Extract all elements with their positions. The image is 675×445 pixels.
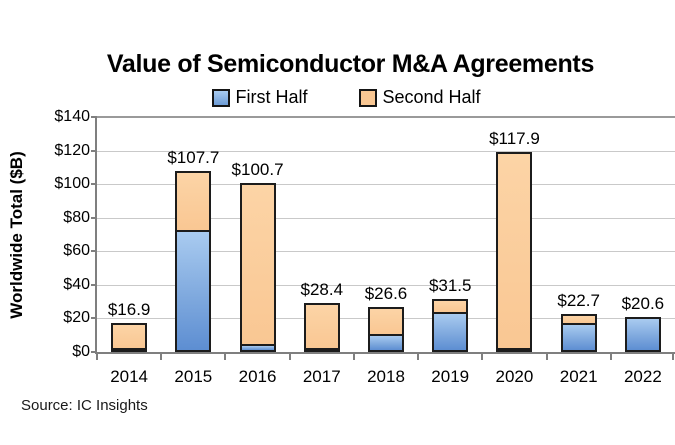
bar-total-label-2014: $16.9 [107, 299, 151, 319]
x-tick-label-2017: 2017 [302, 367, 341, 386]
x-tick-label-2018: 2018 [367, 367, 405, 386]
bar-total-label-2018: $26.6 [364, 284, 408, 304]
x-tick-label-2022: 2022 [623, 367, 662, 386]
x-tick-mark [224, 354, 227, 360]
y-tick-label: $120 [54, 141, 90, 159]
bar-total-label-2020: $117.9 [489, 129, 540, 149]
y-axis-line [95, 117, 97, 352]
x-tick-mark [481, 354, 484, 360]
legend-item-second-half: Second Half [359, 87, 481, 108]
bar-total-label-2019: $31.5 [428, 276, 472, 296]
y-tick-mark [91, 283, 97, 286]
x-tick-label-2015: 2015 [174, 367, 213, 386]
bar-2016-first-half [239, 344, 276, 352]
bar-total-label-2016: $100.7 [231, 159, 284, 179]
y-tick-mark [91, 183, 97, 186]
bar-2017-first-half [303, 348, 340, 352]
gridline-40 [97, 284, 675, 286]
first-half-swatch-icon [212, 88, 231, 107]
x-tick-mark [609, 354, 612, 360]
gridline-120 [97, 150, 675, 152]
source-note: Source: IC Insights [21, 397, 148, 414]
y-tick-label: $140 [54, 108, 90, 125]
bar-2018-second-half [368, 307, 404, 334]
y-tick-label: $80 [63, 208, 90, 226]
bar-2022-first-half [624, 317, 661, 352]
y-tick-label: $100 [54, 175, 90, 193]
chart-legend: First Half Second Half [0, 87, 675, 108]
bar-total-label-2017: $28.4 [300, 279, 344, 299]
y-tick-mark [91, 317, 97, 320]
x-tick-label-2019: 2019 [431, 367, 470, 386]
bar-2017-second-half [303, 302, 340, 348]
bar-2021-first-half [560, 323, 597, 352]
x-tick-mark [288, 354, 291, 360]
x-tick-mark [545, 354, 548, 360]
legend-label-first-half: First Half [235, 87, 308, 107]
gridline-60 [97, 251, 675, 253]
bar-2019-second-half [432, 299, 469, 312]
bar-2014-second-half [111, 322, 148, 348]
bar-total-label-2021: $22.7 [557, 290, 600, 310]
bar-total-label-2015: $107.7 [167, 148, 220, 168]
x-axis-line [95, 352, 675, 354]
bar-2016-second-half [239, 182, 276, 345]
bar-2015-second-half [175, 171, 212, 231]
gridline-80 [97, 217, 675, 219]
bar-2020-second-half [496, 152, 533, 348]
x-tick-label-2014: 2014 [110, 367, 149, 386]
x-tick-label-2016: 2016 [238, 367, 277, 386]
bar-2018-first-half [368, 333, 404, 352]
second-half-swatch-icon [359, 88, 378, 107]
x-tick-mark [352, 354, 355, 360]
bar-2019-first-half [432, 311, 469, 352]
chart-title: Value of Semiconductor M&A Agreements [106, 50, 595, 78]
y-tick-label: $40 [63, 275, 90, 293]
y-tick-mark [91, 116, 97, 118]
y-tick-label: $60 [63, 242, 90, 260]
bar-total-label-2022: $20.6 [621, 294, 665, 314]
legend-label-second-half: Second Half [382, 87, 481, 107]
x-tick-label-2021: 2021 [559, 367, 598, 386]
y-tick-mark [91, 216, 97, 219]
x-tick-mark [417, 354, 420, 360]
x-tick-mark [672, 354, 674, 360]
legend-item-first-half: First Half [212, 87, 307, 108]
plot-top-border [97, 116, 675, 118]
x-tick-label-2020: 2020 [495, 367, 534, 386]
bar-2014-first-half [111, 348, 148, 352]
bar-2015-first-half [175, 230, 212, 352]
x-tick-mark [160, 354, 163, 360]
y-tick-label: $0 [72, 343, 90, 360]
y-tick-mark [91, 250, 97, 253]
gridline-100 [97, 184, 675, 186]
y-tick-label: $20 [63, 309, 90, 327]
x-tick-mark [96, 354, 98, 360]
bar-2020-first-half [496, 348, 533, 352]
y-tick-mark [91, 351, 97, 353]
bar-2021-second-half [560, 313, 597, 324]
y-tick-mark [91, 149, 97, 152]
